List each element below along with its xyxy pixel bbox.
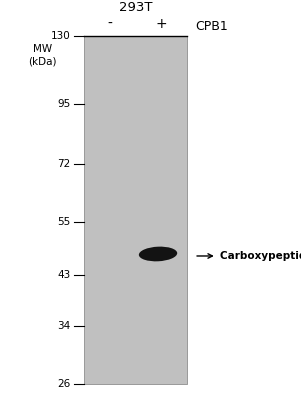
Text: 26: 26 <box>57 379 71 389</box>
Bar <box>84 36 187 384</box>
Text: 34: 34 <box>57 321 71 331</box>
Text: Carboxypeptidase B: Carboxypeptidase B <box>220 251 301 261</box>
Text: -: - <box>107 17 112 31</box>
Text: 55: 55 <box>57 217 71 227</box>
Text: 130: 130 <box>51 31 71 41</box>
Text: 72: 72 <box>57 159 71 169</box>
Ellipse shape <box>139 247 177 261</box>
Text: +: + <box>155 17 167 31</box>
Text: 95: 95 <box>57 99 71 109</box>
Text: 43: 43 <box>57 270 71 280</box>
Text: MW
(kDa): MW (kDa) <box>28 44 56 66</box>
Text: 293T: 293T <box>119 1 152 14</box>
Text: CPB1: CPB1 <box>196 20 228 32</box>
